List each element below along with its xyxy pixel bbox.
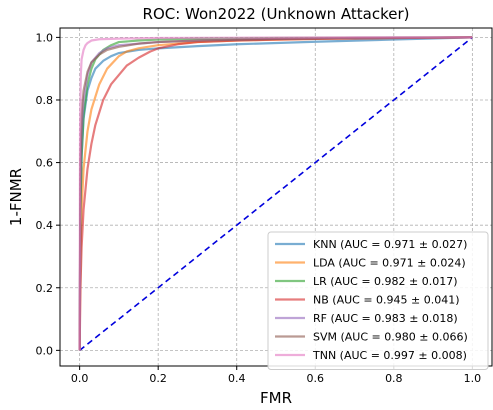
roc-line-svm	[78, 36, 473, 351]
x-axis-ticks: 0.0 0.2 0.4 0.6 0.8 1.0	[71, 366, 481, 385]
chance-diagonal-line	[79, 36, 473, 351]
y-tick-label: 1.0	[36, 31, 54, 44]
chart-title: ROC: Won2022 (Unknown Attacker)	[143, 5, 410, 23]
series-lines	[78, 36, 473, 351]
diagonal-line-group	[79, 36, 473, 351]
x-tick-label: 0.8	[385, 372, 403, 385]
y-tick-label: 0.2	[36, 282, 54, 295]
roc-line-tnn	[78, 36, 473, 351]
x-tick-label: 0.6	[307, 372, 325, 385]
legend-box	[267, 231, 489, 370]
legend-entry: KNN (AUC = 0.971 ± 0.027)	[313, 238, 467, 251]
x-tick-label: 0.0	[71, 372, 89, 385]
x-tick-label: 0.2	[149, 372, 167, 385]
legend-entry: NB (AUC = 0.945 ± 0.041)	[313, 294, 460, 307]
x-axis-label: FMR	[260, 389, 292, 407]
legend-entry: RF (AUC = 0.983 ± 0.018)	[313, 312, 458, 325]
y-axis-label: 1-FNMR	[7, 168, 25, 226]
legend-entry: SVM (AUC = 0.980 ± 0.066)	[313, 331, 468, 344]
y-tick-label: 0.4	[36, 219, 54, 232]
legend-entry: TNN (AUC = 0.997 ± 0.008)	[312, 349, 467, 362]
y-tick-label: 0.0	[36, 344, 54, 357]
y-tick-label: 0.8	[36, 94, 54, 107]
x-tick-label: 0.4	[228, 372, 246, 385]
y-axis-ticks: 0.0 0.2 0.4 0.6 0.8 1.0	[36, 31, 60, 357]
legend-entry: LDA (AUC = 0.971 ± 0.024)	[313, 257, 466, 270]
legend: KNN (AUC = 0.971 ± 0.027) LDA (AUC = 0.97…	[267, 231, 489, 370]
x-tick-label: 1.0	[464, 372, 482, 385]
legend-entry: LR (AUC = 0.982 ± 0.017)	[313, 275, 458, 288]
y-tick-label: 0.6	[36, 157, 54, 170]
